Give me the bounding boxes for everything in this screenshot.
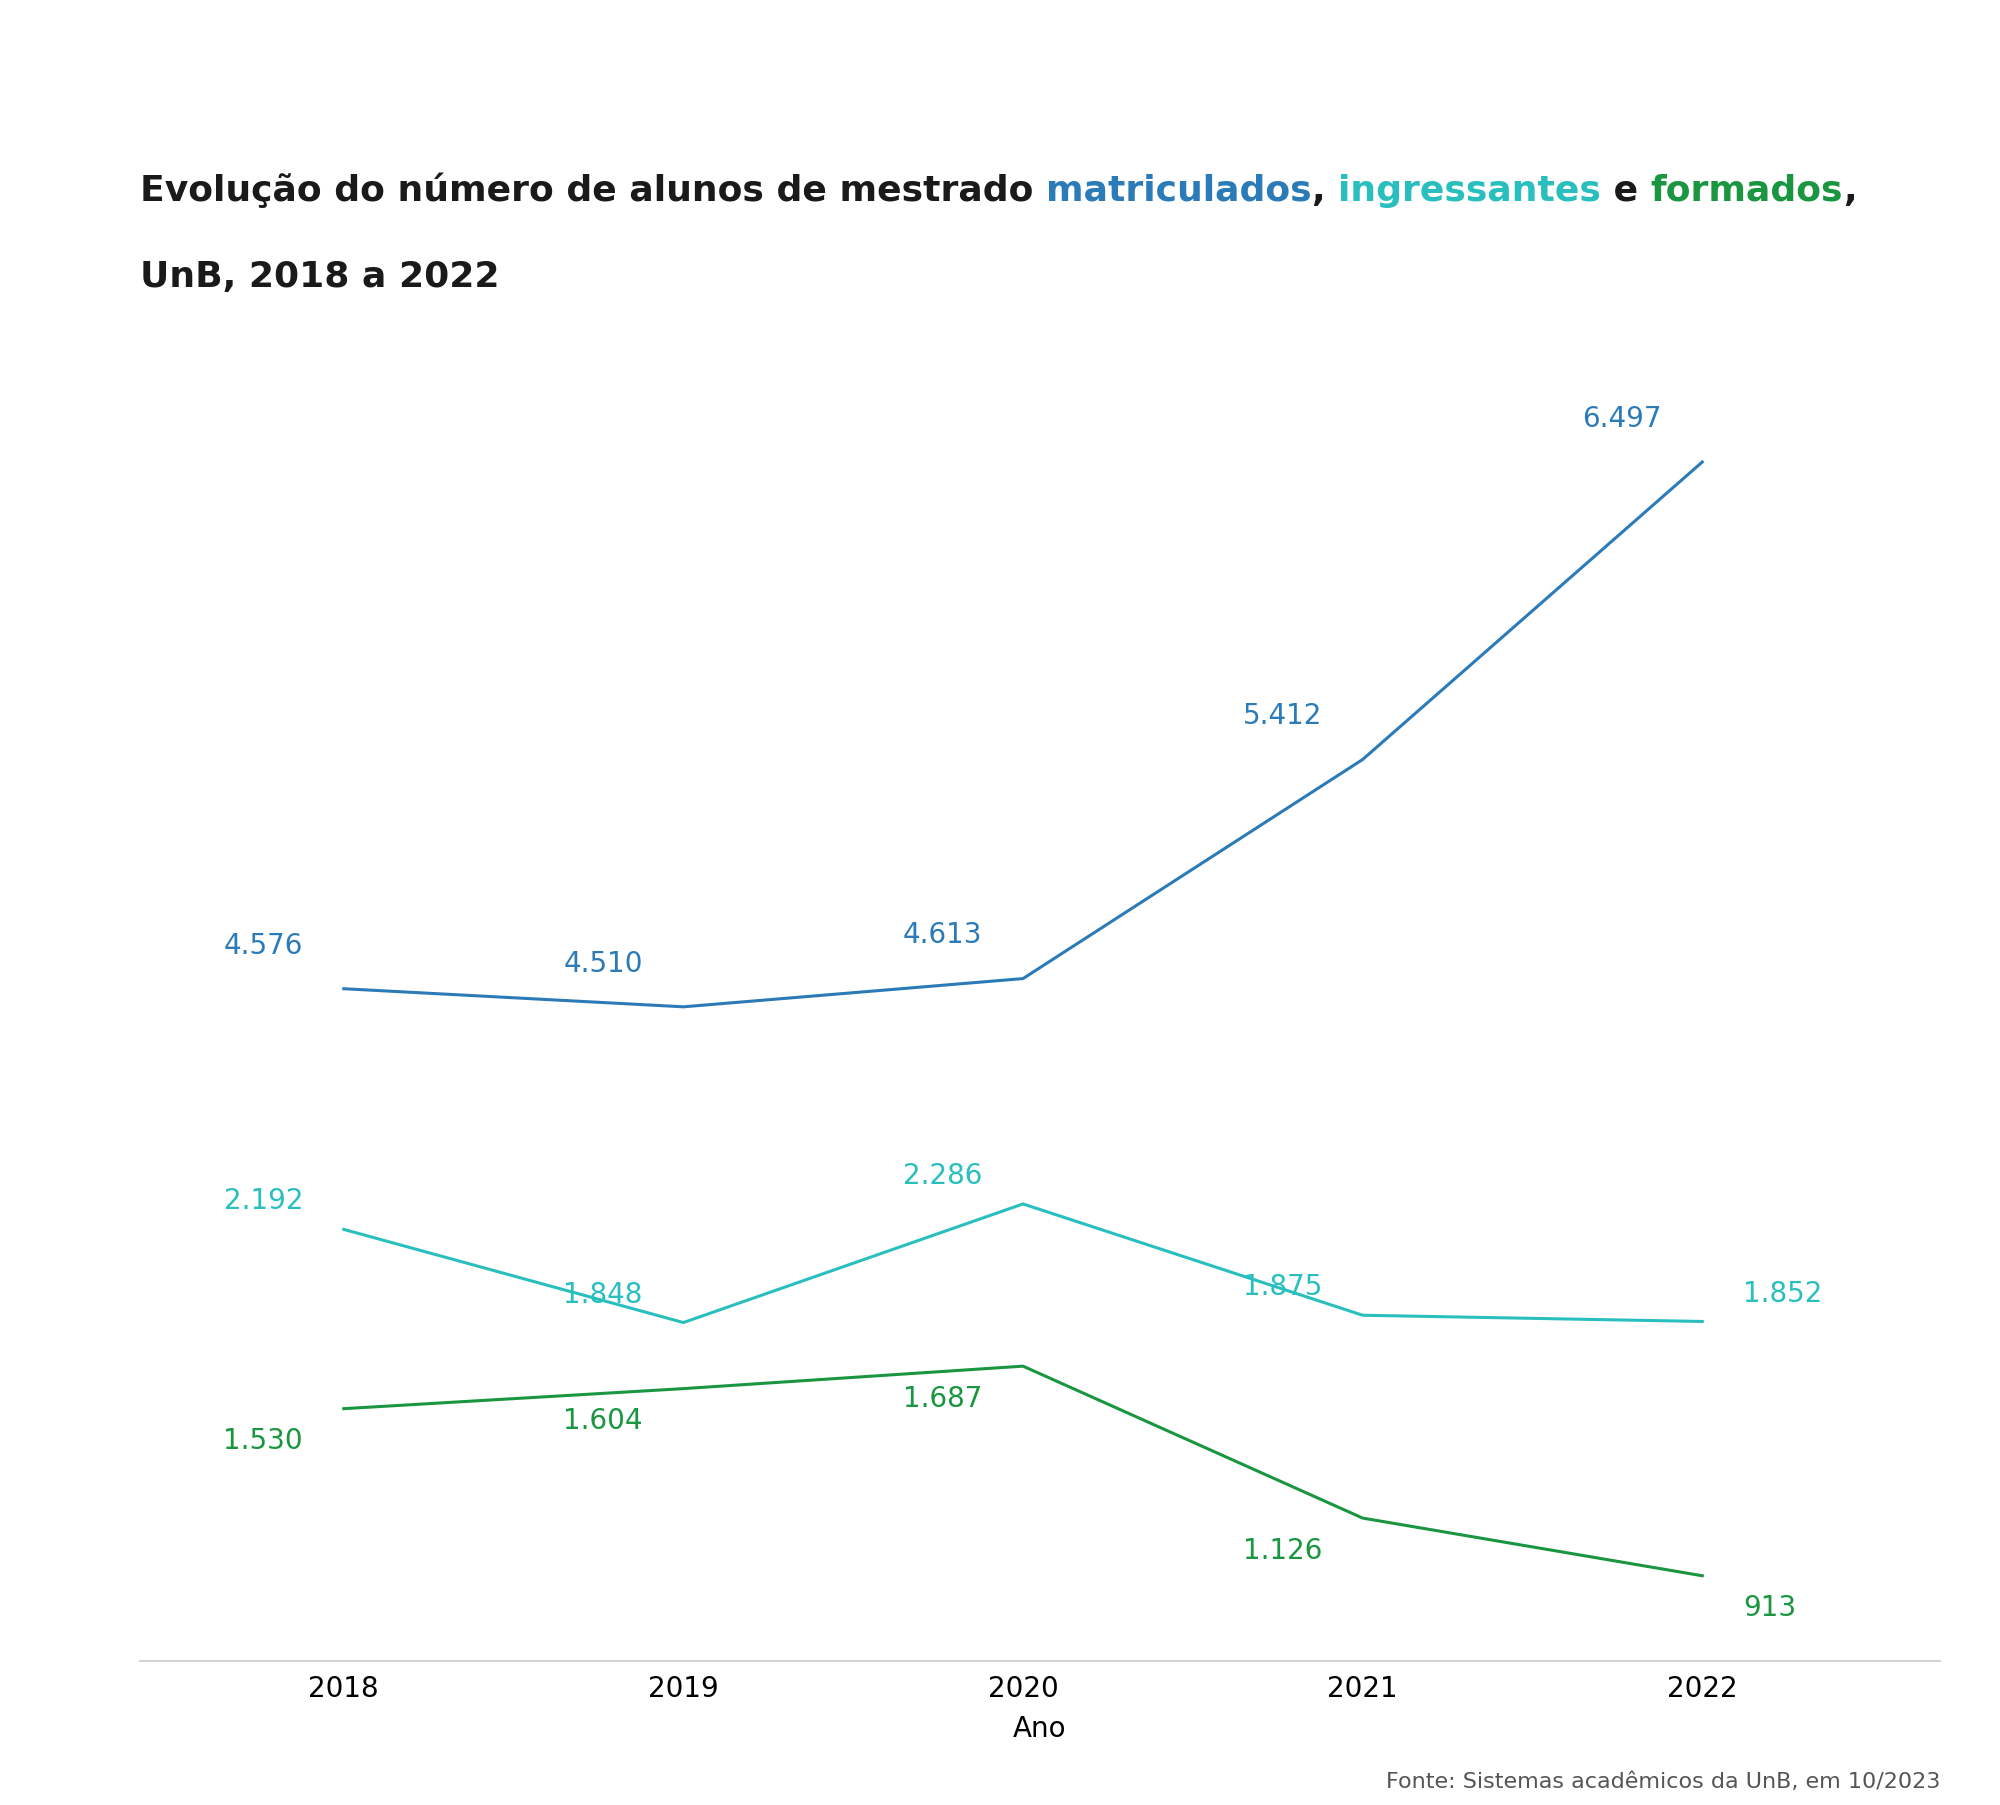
Text: 6.497: 6.497 bbox=[1582, 404, 1662, 433]
Text: 1.530: 1.530 bbox=[224, 1426, 304, 1455]
Text: ,: , bbox=[1844, 173, 1856, 208]
Text: 5.412: 5.412 bbox=[1242, 702, 1322, 729]
Text: 1.875: 1.875 bbox=[1242, 1273, 1322, 1301]
Text: formados: formados bbox=[1650, 173, 1844, 208]
Text: UnB, 2018 a 2022: UnB, 2018 a 2022 bbox=[140, 260, 500, 294]
Text: 4.576: 4.576 bbox=[224, 931, 304, 958]
Text: ,: , bbox=[1312, 173, 1338, 208]
Text: 1.848: 1.848 bbox=[564, 1280, 642, 1309]
Text: ingressantes: ingressantes bbox=[1338, 173, 1600, 208]
Text: e: e bbox=[1600, 173, 1650, 208]
Text: Evolução do número de alunos de mestrado: Evolução do número de alunos de mestrado bbox=[140, 171, 1046, 208]
X-axis label: Ano: Ano bbox=[1014, 1713, 1066, 1742]
Text: 2.192: 2.192 bbox=[224, 1188, 304, 1215]
Text: 1.687: 1.687 bbox=[902, 1384, 982, 1412]
Text: 4.510: 4.510 bbox=[564, 949, 642, 977]
Text: 2.286: 2.286 bbox=[902, 1161, 982, 1189]
Text: 4.613: 4.613 bbox=[902, 921, 982, 949]
Text: 1.126: 1.126 bbox=[1242, 1536, 1322, 1563]
Text: 1.604: 1.604 bbox=[564, 1406, 642, 1435]
Text: matriculados: matriculados bbox=[1046, 173, 1312, 208]
Text: Fonte: Sistemas acadêmicos da UnB, em 10/2023: Fonte: Sistemas acadêmicos da UnB, em 10… bbox=[1386, 1771, 1940, 1791]
Text: 1.852: 1.852 bbox=[1744, 1280, 1822, 1307]
Text: 913: 913 bbox=[1744, 1594, 1796, 1621]
